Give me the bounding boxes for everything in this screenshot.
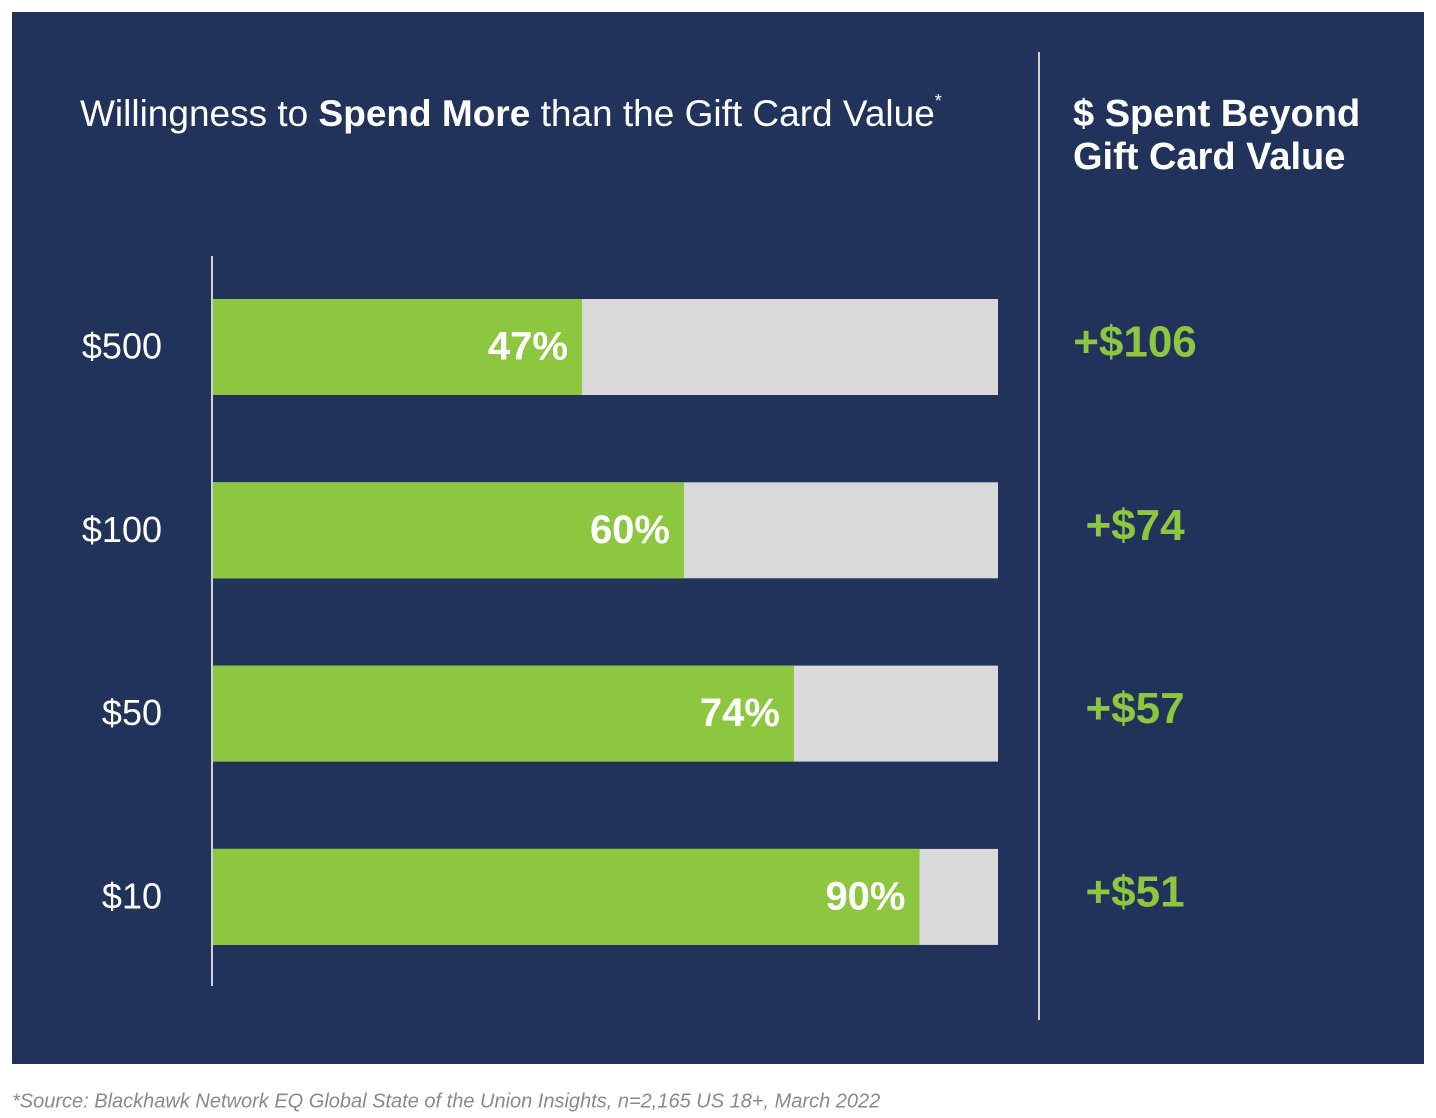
chart-title: Willingness to Spend More than the Gift … xyxy=(80,91,942,134)
bar xyxy=(213,482,684,579)
bar xyxy=(213,299,582,395)
bar xyxy=(213,665,794,762)
title-part: Spend More xyxy=(319,93,531,134)
side-title: Gift Card Value xyxy=(1073,136,1345,178)
value-label: 47% xyxy=(488,325,568,369)
title-part: than the Gift Card Value xyxy=(541,93,935,134)
value-label: 74% xyxy=(700,691,780,735)
side-value: +$106 xyxy=(1073,318,1197,367)
title-part: * xyxy=(935,91,942,111)
category-label: $10 xyxy=(102,875,162,916)
category-label: $50 xyxy=(102,692,162,733)
value-label: 60% xyxy=(590,508,670,552)
side-value: +$74 xyxy=(1085,501,1185,550)
side-title: $ Spent Beyond xyxy=(1073,93,1360,135)
side-value: +$57 xyxy=(1085,684,1184,733)
value-label: 90% xyxy=(825,874,905,918)
category-label: $500 xyxy=(82,326,162,367)
footnote: *Source: Blackhawk Network EQ Global Sta… xyxy=(12,1090,880,1112)
category-label: $100 xyxy=(82,509,162,550)
side-value: +$51 xyxy=(1085,868,1184,917)
title-part: Willingness to xyxy=(80,93,308,134)
bar xyxy=(213,848,920,945)
